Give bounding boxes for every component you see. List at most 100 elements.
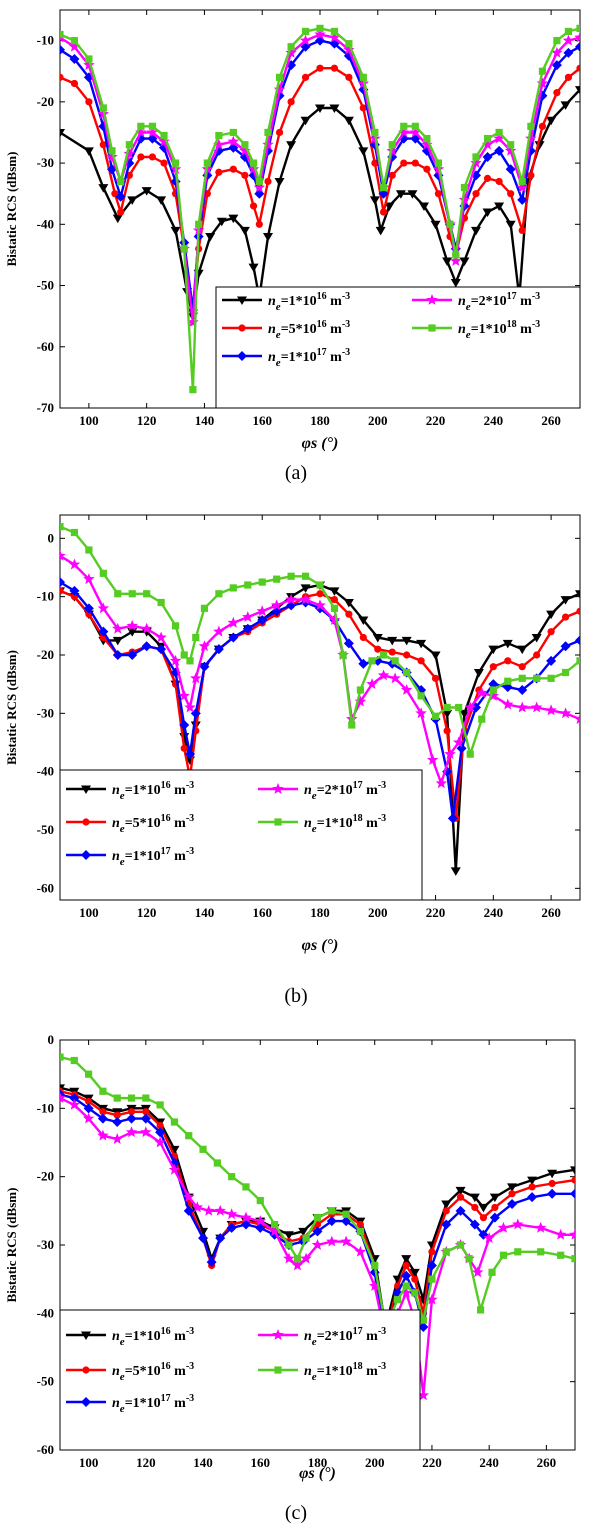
data-point xyxy=(326,1216,337,1227)
data-point xyxy=(507,1199,518,1209)
data-point xyxy=(343,43,355,55)
data-point xyxy=(226,1222,237,1233)
data-point xyxy=(205,233,216,242)
data-point xyxy=(494,145,505,156)
data-point xyxy=(359,104,367,112)
data-point xyxy=(316,64,324,72)
data-point xyxy=(446,220,454,228)
y-tick-label: -10 xyxy=(37,1100,54,1115)
data-point xyxy=(416,639,427,649)
data-point xyxy=(483,134,492,143)
data-point xyxy=(228,632,239,643)
data-point xyxy=(574,713,580,725)
data-point xyxy=(430,220,441,230)
data-point xyxy=(455,703,463,712)
data-point xyxy=(178,689,190,701)
data-point xyxy=(575,635,580,646)
series-3 xyxy=(60,35,580,316)
data-point xyxy=(83,1103,94,1114)
y-tick-label: -40 xyxy=(37,764,54,779)
y-tick-label: -20 xyxy=(37,647,54,662)
data-point xyxy=(489,1212,500,1223)
data-point xyxy=(68,40,81,52)
data-point xyxy=(417,692,425,700)
data-point xyxy=(190,672,202,684)
data-point xyxy=(195,220,203,228)
data-point xyxy=(330,595,339,604)
data-point xyxy=(263,233,273,242)
data-point xyxy=(253,181,266,193)
y-tick-label: -50 xyxy=(37,1374,54,1389)
data-point xyxy=(127,628,138,637)
data-point xyxy=(60,30,64,39)
y-tick-label: -40 xyxy=(37,1305,54,1320)
data-point xyxy=(469,1219,480,1230)
data-point xyxy=(185,1132,193,1140)
data-point xyxy=(527,171,535,179)
legend-marker xyxy=(238,324,246,332)
data-point xyxy=(359,633,367,642)
x-tick-label: 160 xyxy=(252,413,272,428)
data-point xyxy=(113,1111,121,1119)
data-point xyxy=(417,1389,430,1401)
data-point xyxy=(300,584,311,593)
data-point xyxy=(525,132,537,144)
data-point xyxy=(206,1257,217,1268)
data-point xyxy=(447,813,458,824)
data-point xyxy=(186,657,194,665)
data-point xyxy=(507,1183,518,1192)
data-point xyxy=(315,104,325,113)
data-point xyxy=(554,1228,567,1240)
data-point xyxy=(377,669,390,681)
data-point xyxy=(239,144,251,156)
data-point xyxy=(170,1118,179,1126)
data-point xyxy=(533,651,541,659)
legend-marker xyxy=(426,294,438,305)
data-point xyxy=(287,572,295,580)
data-point xyxy=(502,639,513,649)
data-point xyxy=(83,573,95,585)
legend-marker xyxy=(274,818,282,826)
x-tick-label: 220 xyxy=(426,905,446,920)
x-tick-label: 180 xyxy=(310,413,330,428)
data-point xyxy=(229,584,237,592)
data-point xyxy=(148,153,157,161)
data-point xyxy=(389,672,401,684)
x-tick-label: 160 xyxy=(252,905,272,920)
data-point xyxy=(314,28,326,40)
data-point xyxy=(155,631,167,643)
data-point xyxy=(356,686,365,694)
series-line xyxy=(60,39,580,312)
data-point xyxy=(366,678,378,690)
data-point xyxy=(482,208,493,218)
data-point xyxy=(98,184,109,193)
data-point xyxy=(547,1169,558,1179)
data-point xyxy=(564,73,573,81)
data-point xyxy=(452,736,465,748)
data-point xyxy=(247,163,260,175)
data-point xyxy=(504,144,517,156)
data-point xyxy=(213,1159,221,1167)
series-line xyxy=(60,33,580,324)
data-point xyxy=(85,1097,93,1106)
data-point xyxy=(215,131,223,140)
data-point xyxy=(160,159,168,167)
data-point xyxy=(505,220,516,230)
data-point xyxy=(258,578,266,586)
data-point xyxy=(342,1210,350,1218)
data-point xyxy=(171,159,180,167)
data-point xyxy=(148,122,157,130)
y-tick-label: -50 xyxy=(37,278,54,293)
data-point xyxy=(143,590,151,598)
data-point xyxy=(255,1222,266,1233)
data-point xyxy=(464,701,476,713)
data-point xyxy=(108,147,116,155)
series-line xyxy=(60,525,580,756)
data-point xyxy=(441,1200,452,1209)
data-point xyxy=(518,663,526,671)
data-point xyxy=(156,1101,164,1109)
data-point xyxy=(285,593,297,605)
data-point xyxy=(213,138,225,150)
data-point xyxy=(249,159,258,167)
y-tick-label: -30 xyxy=(37,705,54,720)
